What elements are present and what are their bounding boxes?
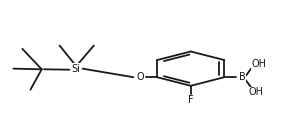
Text: OH: OH xyxy=(248,87,263,97)
Text: F: F xyxy=(188,95,193,105)
Text: B: B xyxy=(239,72,246,82)
Text: O: O xyxy=(136,72,144,82)
Text: OH: OH xyxy=(252,59,267,69)
Text: Si: Si xyxy=(72,64,80,74)
